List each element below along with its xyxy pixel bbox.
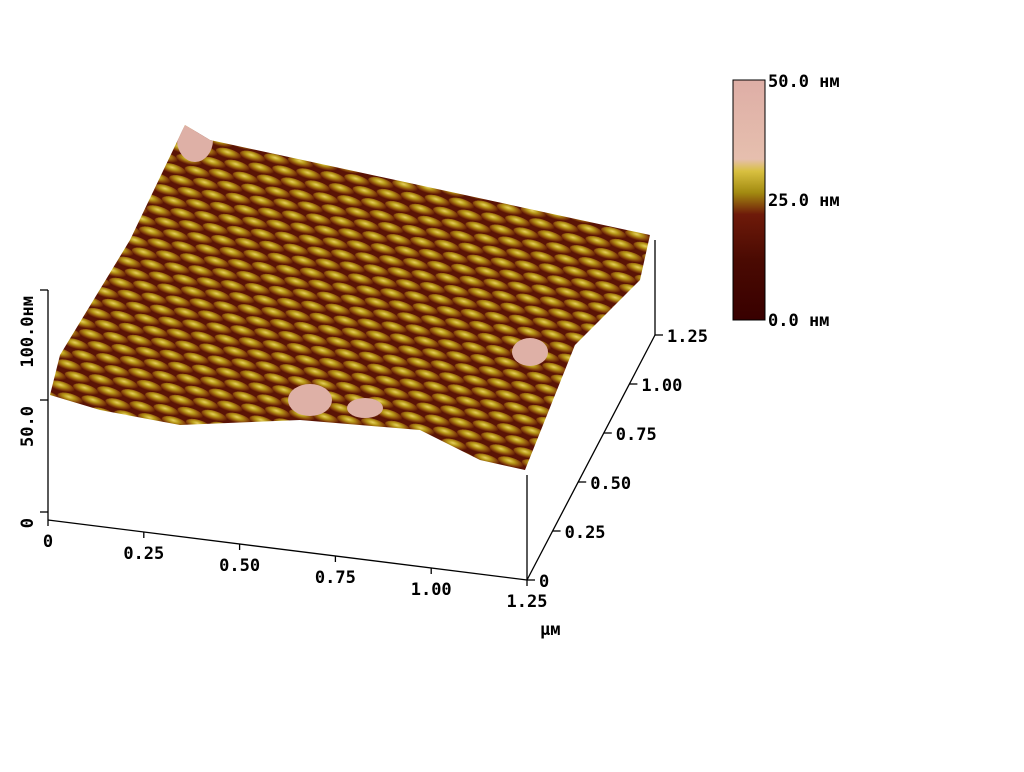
colorbar	[732, 79, 766, 321]
x-tick-label: 0	[43, 532, 53, 552]
x-tick-label: 0.50	[219, 556, 260, 576]
surface	[50, 125, 650, 470]
z-tick-label: 100.0нм	[18, 296, 38, 368]
x-axis-line	[47, 519, 528, 581]
x-tick-label: 1.00	[411, 580, 452, 600]
y-tick-label: 1.25	[667, 327, 708, 347]
x-tick-label: 0.25	[123, 544, 164, 564]
x-tick-label: 1.25	[507, 592, 548, 612]
z-tick-label: 0	[18, 518, 38, 528]
z-tick-label: 50.0	[18, 406, 38, 447]
colorbar-label: 0.0 нм	[768, 311, 829, 331]
y-tick-label: 0	[539, 572, 549, 592]
x-axis-unit: µм	[540, 620, 560, 640]
y-tick-label: 0.25	[565, 523, 606, 543]
colorbar-label: 25.0 нм	[768, 191, 840, 211]
y-tick-label: 1.00	[641, 376, 682, 396]
y-tick-label: 0.75	[616, 425, 657, 445]
axes	[47, 240, 656, 581]
colorbar-label: 50.0 нм	[768, 72, 840, 92]
y-axis-line	[526, 334, 656, 581]
y-tick-label: 0.50	[590, 474, 631, 494]
x-tick-label: 0.75	[315, 568, 356, 588]
